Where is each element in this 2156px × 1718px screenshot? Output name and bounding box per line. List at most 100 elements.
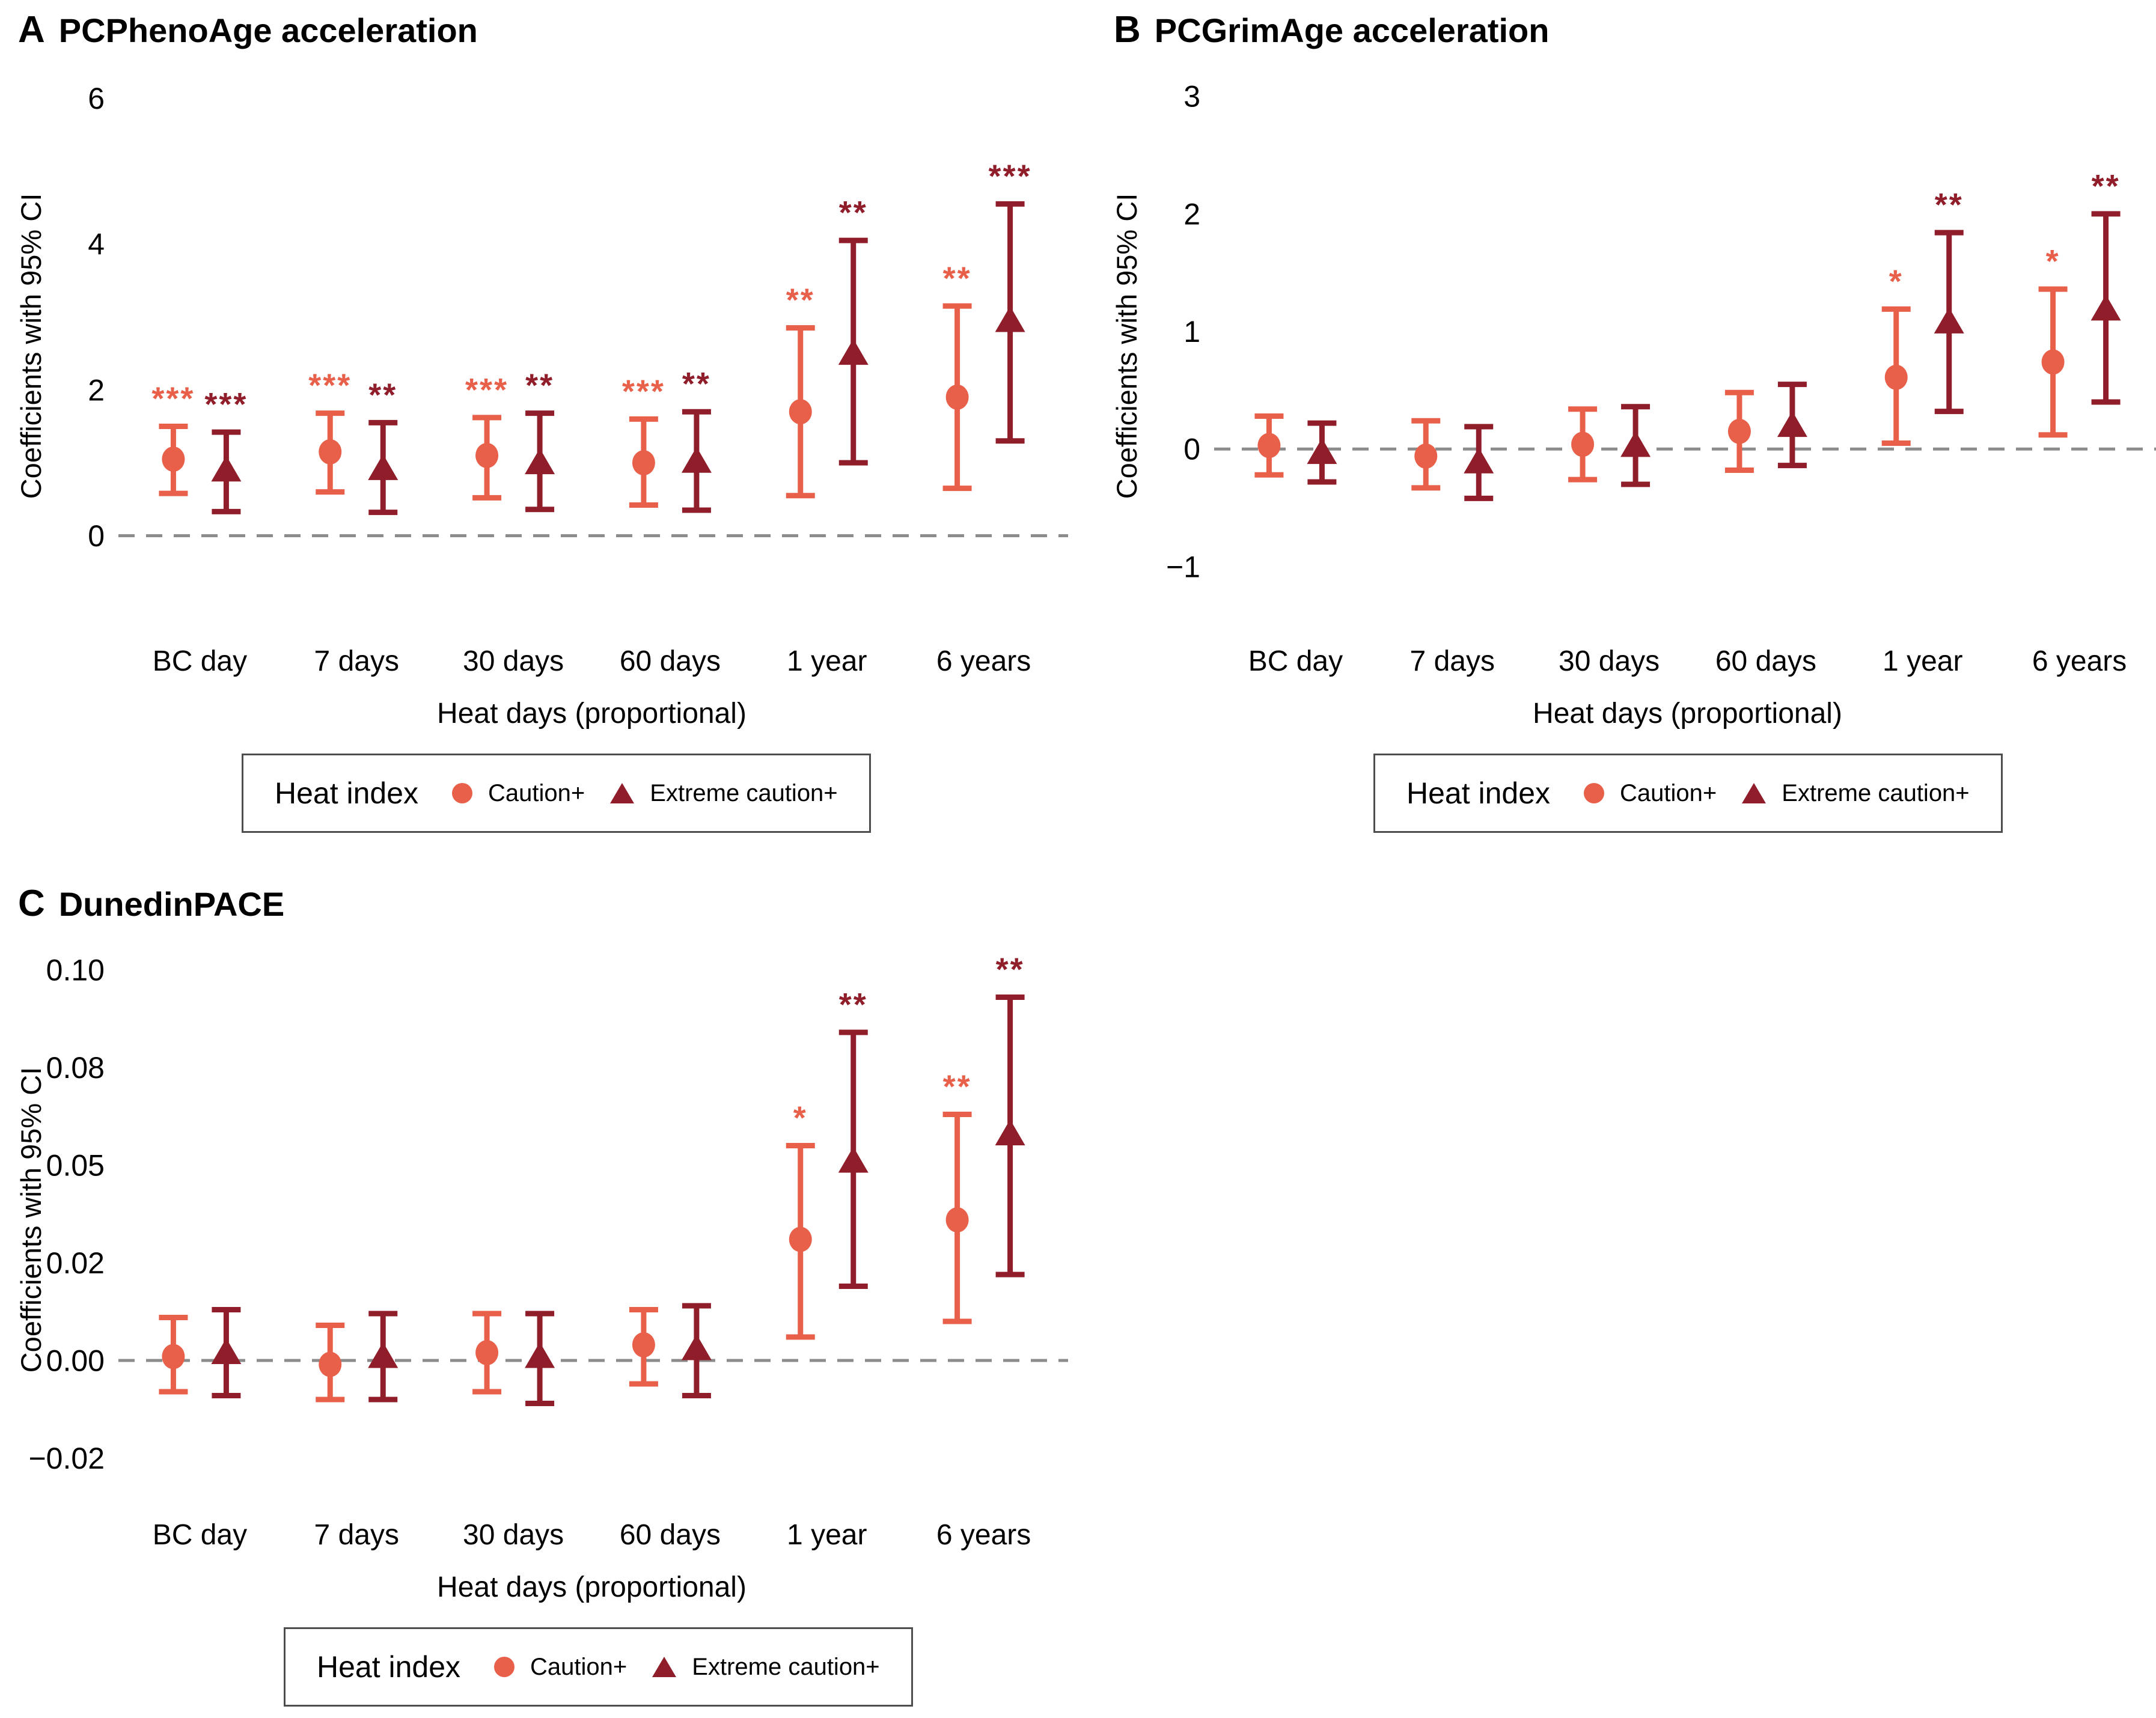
legend-item-extreme-caution: Extreme caution+ — [1742, 779, 1970, 807]
legend-item-extreme-caution: Extreme caution+ — [652, 1654, 880, 1681]
significance-stars: ** — [2092, 168, 2121, 204]
x-axis-title: Heat days (proportional) — [437, 1571, 747, 1603]
y-tick-label: 0.08 — [46, 1051, 105, 1085]
y-tick-label: 0.00 — [46, 1344, 105, 1378]
significance-stars: ** — [943, 1069, 972, 1105]
point-marker-circle — [1727, 418, 1751, 444]
ci-point-extreme-caution--bc-day: *** — [204, 386, 248, 514]
y-tick-label: 1 — [1183, 315, 1200, 349]
legend-label-extreme-caution: Extreme caution+ — [1782, 779, 1970, 806]
x-tick-label: 1 year — [787, 1519, 867, 1551]
point-marker-triangle — [2090, 294, 2121, 321]
significance-stars: ** — [1935, 187, 1964, 223]
x-tick-label: 30 days — [463, 645, 564, 677]
point-marker-triangle — [525, 1342, 555, 1368]
ci-point-extreme-caution--60-days — [681, 1303, 712, 1398]
legend-label-caution: Caution+ — [530, 1653, 628, 1680]
caution-circle-icon — [1584, 783, 1605, 803]
ci-point-caution--30-days: *** — [465, 372, 508, 501]
x-tick-label: 30 days — [463, 1519, 564, 1551]
x-tick-label: 6 years — [936, 1519, 1031, 1551]
legend-title: Heat index — [275, 776, 419, 810]
extreme-caution-triangle-icon — [610, 783, 635, 803]
panel-letter: B — [1114, 9, 1141, 50]
x-tick-label: 6 years — [2032, 645, 2127, 677]
significance-stars: *** — [622, 373, 665, 409]
legend-label-caution: Caution+ — [1620, 779, 1717, 806]
panel-title: B PCGrimAge acceleration — [1114, 8, 2156, 51]
x-tick-label: 60 days — [620, 1519, 721, 1551]
ci-point-extreme-caution--6-years: *** — [989, 158, 1032, 444]
point-marker-circle — [945, 384, 969, 410]
x-tick-label: 6 years — [936, 645, 1031, 677]
ci-point-caution--30-days — [472, 1311, 502, 1395]
ci-point-caution--7-days — [316, 1323, 345, 1403]
y-tick-label: −0.02 — [28, 1442, 105, 1475]
x-tick-label: 7 days — [314, 645, 399, 677]
ci-point-extreme-caution--30-days — [1620, 404, 1651, 487]
significance-stars: * — [793, 1100, 808, 1136]
significance-stars: ** — [839, 987, 868, 1023]
x-tick-label: BC day — [1248, 645, 1343, 677]
y-tick-label: 0.10 — [46, 954, 105, 987]
point-marker-triangle — [995, 306, 1025, 332]
point-marker-triangle — [211, 455, 242, 482]
significance-stars: ** — [996, 952, 1025, 988]
point-marker-triangle — [1777, 411, 1807, 437]
caution-circle-icon — [452, 783, 473, 803]
panel-pcgrimage: B PCGrimAge acceleration Coefficients wi… — [1109, 8, 2156, 833]
ci-point-extreme-caution--1-year: ** — [838, 987, 869, 1289]
point-marker-circle — [1414, 443, 1438, 469]
extreme-caution-triangle-icon — [1742, 783, 1767, 803]
y-axis-title: Coefficients with 95% CI — [15, 193, 47, 499]
y-tick-label: 3 — [1183, 80, 1200, 114]
significance-stars: *** — [151, 380, 195, 416]
ci-point-caution--60-days — [629, 1307, 658, 1387]
significance-stars: ** — [368, 377, 397, 413]
ci-point-extreme-caution--bc-day — [211, 1307, 242, 1398]
y-axis-title: Coefficients with 95% CI — [1111, 193, 1143, 499]
point-marker-triangle — [525, 448, 555, 475]
y-tick-label: 0.05 — [46, 1149, 105, 1183]
legend-title: Heat index — [1406, 776, 1551, 810]
x-tick-label: 1 year — [1883, 645, 1962, 677]
panel-title: C DunedinPACE — [18, 882, 1071, 925]
point-marker-circle — [945, 1207, 969, 1232]
point-marker-triangle — [1307, 438, 1337, 465]
ci-point-caution--bc-day — [1254, 413, 1284, 478]
ci-point-extreme-caution--7-days: ** — [368, 377, 399, 516]
significance-stars: ** — [525, 368, 554, 404]
ci-point-extreme-caution--60-days — [1777, 382, 1807, 469]
point-marker-circle — [1257, 433, 1281, 458]
x-tick-label: 60 days — [620, 645, 721, 677]
ci-point-caution--60-days: *** — [622, 373, 665, 508]
point-marker-triangle — [211, 1338, 242, 1364]
panel-letter: A — [18, 9, 46, 50]
significance-stars: *** — [989, 158, 1032, 194]
x-axis-title: Heat days (proportional) — [437, 698, 747, 730]
y-tick-label: 2 — [1183, 197, 1200, 231]
x-tick-label: 60 days — [1715, 645, 1816, 677]
x-tick-label: BC day — [153, 645, 247, 677]
point-marker-circle — [789, 1226, 812, 1252]
point-marker-triangle — [838, 339, 869, 365]
significance-stars: *** — [204, 386, 248, 422]
panel-dunedinpace: C DunedinPACE Coefficients with 95% CI −0… — [13, 882, 1071, 1707]
point-marker-circle — [2041, 349, 2065, 375]
legend: Heat index Caution+ Extreme caution+ — [284, 1627, 913, 1707]
point-marker-circle — [162, 1344, 185, 1369]
point-marker-triangle — [995, 1119, 1025, 1145]
panel-title-text: DunedinPACE — [58, 885, 285, 923]
ci-point-caution--30-days — [1568, 406, 1598, 483]
significance-stars: *** — [465, 372, 508, 408]
point-marker-triangle — [368, 1342, 399, 1368]
x-axis-title: Heat days (proportional) — [1533, 698, 1842, 730]
significance-stars: *** — [308, 368, 352, 404]
x-tick-label: 7 days — [1410, 645, 1495, 677]
point-marker-circle — [1571, 431, 1595, 457]
point-marker-circle — [475, 1340, 499, 1365]
x-tick-label: 30 days — [1559, 645, 1660, 677]
y-tick-label: 0 — [1183, 433, 1200, 466]
pcgrimage-plot: Coefficients with 95% CI −1 0 1 2 3 BC day 7 da… — [1111, 80, 2156, 730]
panel-pcphenoage: A PCPhenoAge acceleration Coefficients w… — [13, 8, 1071, 833]
